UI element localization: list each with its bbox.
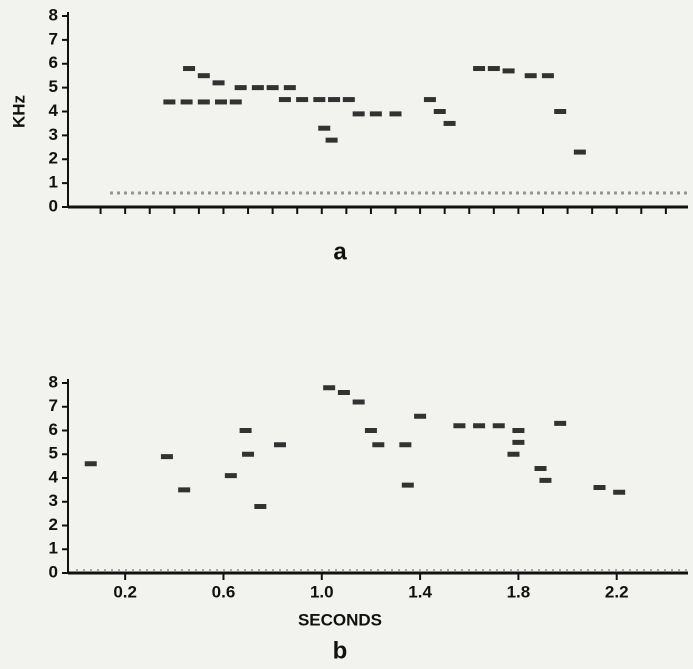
- x-tick-label: 1.0: [310, 582, 334, 601]
- spectral-blotch: [234, 85, 247, 91]
- spectral-blotch: [239, 428, 252, 433]
- spectral-blotch: [313, 97, 326, 103]
- spectral-blotch: [183, 66, 196, 72]
- spectral-blotch: [399, 442, 412, 448]
- x-tick-label: 1.4: [408, 582, 432, 601]
- y-tick-label: 5: [49, 77, 58, 96]
- y-tick-label: 6: [49, 420, 58, 439]
- spectral-blotch: [389, 111, 402, 117]
- spectral-blotch: [573, 149, 586, 155]
- y-tick-label: 2: [49, 149, 58, 168]
- spectral-blotch: [242, 451, 255, 457]
- y-tick-label: 2: [49, 515, 58, 534]
- spectral-blotch: [423, 97, 436, 103]
- spectral-blotch: [323, 385, 336, 391]
- spectral-blotch: [229, 99, 242, 105]
- y-tick-label: 6: [49, 53, 58, 72]
- panel-caption: b: [333, 637, 348, 664]
- spectral-blotch: [296, 97, 309, 103]
- y-tick-label: 1: [49, 539, 58, 558]
- spectral-blotch: [512, 428, 525, 433]
- spectral-blotch: [414, 413, 427, 419]
- spectral-blotch: [178, 487, 191, 493]
- spectral-blotch: [473, 423, 486, 429]
- spectral-blotch: [473, 66, 486, 72]
- spectral-blotch: [318, 125, 331, 131]
- spectral-blotch: [197, 99, 210, 105]
- spectral-blotch: [539, 477, 552, 483]
- spectral-blotch: [342, 97, 355, 103]
- x-tick-label: 0.6: [212, 582, 236, 601]
- spectral-blotch: [443, 120, 456, 126]
- spectral-blotch: [251, 85, 264, 91]
- x-tick-label: 0.2: [113, 582, 137, 601]
- spectral-blotch: [283, 85, 296, 91]
- spectral-blotch: [487, 66, 500, 72]
- y-tick-label: 0: [49, 562, 58, 581]
- x-axis-label: SECONDS: [298, 610, 382, 629]
- spectral-blotch: [266, 85, 279, 91]
- panel-caption: a: [333, 238, 347, 265]
- spectral-blotch: [364, 428, 377, 433]
- spectral-blotch: [534, 466, 547, 471]
- spectral-blotch: [224, 473, 237, 479]
- y-tick-label: 8: [49, 5, 58, 24]
- spectral-blotch: [337, 390, 350, 395]
- y-tick-label: 3: [49, 125, 58, 144]
- spectral-blotch: [180, 99, 193, 105]
- spectral-blotch: [212, 80, 225, 86]
- x-tick-label: 1.8: [507, 582, 531, 601]
- spectral-blotch: [352, 399, 365, 405]
- y-tick-label: 4: [49, 467, 59, 486]
- y-tick-label: 7: [49, 396, 58, 415]
- y-tick-label: 0: [49, 196, 58, 215]
- spectral-blotch: [453, 423, 466, 429]
- spectral-blotch: [492, 423, 505, 429]
- spectral-blotch: [328, 97, 341, 103]
- spectral-blotch: [554, 109, 567, 114]
- spectral-blotch: [197, 73, 210, 79]
- y-tick-label: 4: [49, 101, 59, 120]
- spectral-blotch: [372, 442, 385, 448]
- spectral-blotch: [84, 461, 97, 467]
- spectral-blotch: [401, 482, 414, 488]
- spectral-blotch: [254, 504, 267, 509]
- y-axis-label: KHz: [9, 95, 28, 128]
- spectral-blotch: [274, 442, 286, 448]
- x-tick-label: 2.2: [605, 582, 629, 601]
- spectral-blotch: [352, 111, 365, 117]
- spectral-blotch: [502, 68, 515, 74]
- spectral-blotch: [613, 489, 626, 495]
- spectral-blotch: [593, 485, 606, 490]
- spectral-blotch: [512, 439, 525, 445]
- y-tick-label: 1: [49, 173, 58, 192]
- spectral-blotch: [541, 73, 554, 79]
- y-tick-label: 8: [49, 372, 58, 391]
- y-tick-label: 7: [49, 29, 58, 48]
- spectral-blotch: [215, 99, 228, 105]
- spectral-blotch: [433, 109, 446, 114]
- spectral-blotch: [554, 420, 567, 426]
- spectral-blotch: [163, 99, 176, 105]
- y-tick-label: 5: [49, 444, 58, 463]
- spectral-blotch: [507, 451, 520, 457]
- y-tick-label: 3: [49, 491, 58, 510]
- spectral-blotch: [325, 137, 338, 143]
- spectral-blotch: [278, 97, 291, 103]
- spectral-blotch: [160, 454, 173, 460]
- spectral-blotch: [369, 111, 382, 117]
- spectral-blotch: [524, 73, 537, 79]
